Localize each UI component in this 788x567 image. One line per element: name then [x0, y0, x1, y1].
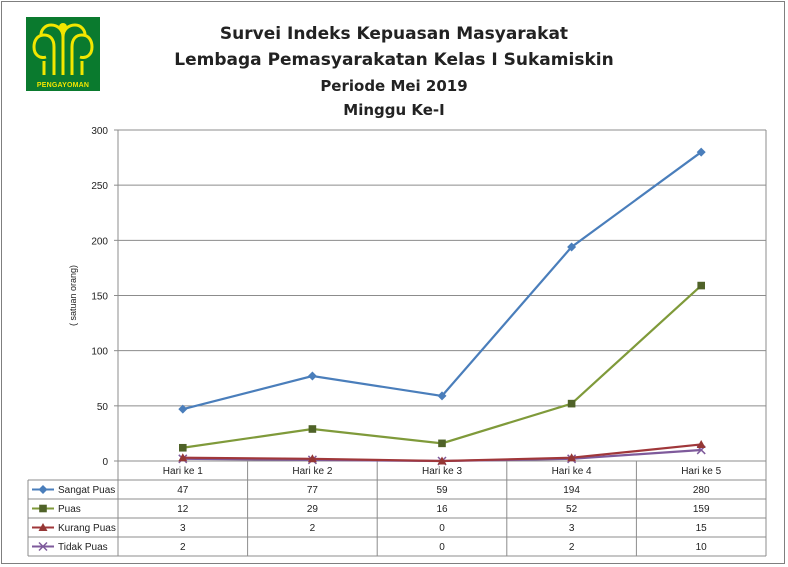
- table-row: Kurang Puas 3 2 0 3 15: [32, 523, 707, 534]
- series-puas: [179, 281, 705, 452]
- table-cell: 47: [177, 485, 189, 496]
- legend-marker: [38, 523, 48, 531]
- legend-label: Puas: [58, 504, 81, 515]
- x-category-label: Hari ke 5: [681, 466, 721, 477]
- data-point: [178, 404, 188, 414]
- pengayoman-tree-icon: [32, 23, 94, 75]
- x-category-label: Hari ke 1: [163, 466, 203, 477]
- data-point: [307, 454, 317, 463]
- table-cell: 280: [693, 485, 710, 496]
- y-tick-label: 250: [91, 181, 108, 192]
- series-kurang-puas: [178, 439, 706, 465]
- table-cell: 16: [436, 504, 448, 515]
- x-category-label: Hari ke 4: [552, 466, 592, 477]
- data-point: [567, 399, 576, 408]
- axis-layer: 0 50 100 150 200 250 300 ( satuan orang): [68, 126, 767, 468]
- table-cell: 77: [307, 485, 319, 496]
- legend-marker: [38, 541, 48, 552]
- y-tick-label: 0: [102, 457, 108, 468]
- table-row: Puas 12 29 16 52 159: [32, 504, 710, 515]
- table-cell: 2: [310, 523, 316, 534]
- table-cell: 0: [439, 523, 445, 534]
- y-tick-label: 100: [91, 347, 108, 358]
- data-point: [697, 281, 705, 290]
- data-point: [438, 439, 446, 448]
- table-cell: 15: [696, 523, 708, 534]
- table-cell: 12: [177, 504, 189, 515]
- y-tick-label: 50: [97, 402, 109, 413]
- data-point: [178, 453, 188, 462]
- data-point: [567, 242, 577, 252]
- table-cell: 159: [693, 504, 710, 515]
- legend-label: Tidak Puas: [58, 542, 108, 553]
- x-category-label: Hari ke 2: [292, 466, 332, 477]
- x-category-label: Hari ke 3: [422, 466, 462, 477]
- chart-subtitle: Lembaga Pemasyarakatan Kelas I Sukamiski…: [174, 50, 614, 70]
- table-row: Tidak Puas 2 0 2 10: [32, 541, 708, 553]
- table-cell: 0: [439, 542, 445, 553]
- data-point: [308, 425, 317, 433]
- legend-marker: [38, 485, 48, 494]
- data-point: [696, 439, 706, 448]
- table-cell: 2: [180, 542, 186, 553]
- legend-label: Kurang Puas: [58, 523, 116, 534]
- logo: PENGAYOMAN: [26, 17, 100, 91]
- series-sangat-puas: [178, 147, 706, 414]
- data-point: [307, 371, 317, 381]
- series-line: [182, 151, 702, 411]
- series-line: [182, 284, 702, 449]
- data-table: Hari ke 1 Hari ke 2 Hari ke 3 Hari ke 4 Hari…: [27, 460, 767, 557]
- table-cell: 52: [566, 504, 578, 515]
- y-axis-label: ( satuan orang): [68, 265, 78, 326]
- data-point: [437, 456, 447, 465]
- data-point: [696, 147, 706, 157]
- legend-label: Sangat Puas: [58, 485, 115, 496]
- legend-marker: [39, 504, 47, 513]
- y-tick-label: 150: [91, 292, 108, 303]
- data-point: [567, 453, 577, 462]
- chart-period: Periode Mei 2019: [320, 77, 468, 95]
- series-layer: [178, 147, 706, 466]
- data-point: [437, 391, 447, 401]
- table-cell: 194: [563, 485, 580, 496]
- table-cell: 3: [569, 523, 575, 534]
- table-cell: 10: [696, 542, 708, 553]
- chart-week: Minggu Ke-I: [343, 101, 445, 119]
- data-point: [179, 443, 187, 452]
- table-cell: 3: [180, 523, 186, 534]
- table-cell: 59: [436, 485, 448, 496]
- chart-title: Survei Indeks Kepuasan Masyarakat: [219, 24, 569, 44]
- y-tick-label: 200: [91, 236, 108, 247]
- table-cell: 29: [307, 504, 319, 515]
- logo-text: PENGAYOMAN: [36, 82, 90, 89]
- table-row: Sangat Puas 47 77 59 194 280: [32, 485, 710, 496]
- y-tick-label: 300: [91, 126, 108, 137]
- grid-layer: [118, 129, 766, 462]
- table-cell: 2: [569, 542, 575, 553]
